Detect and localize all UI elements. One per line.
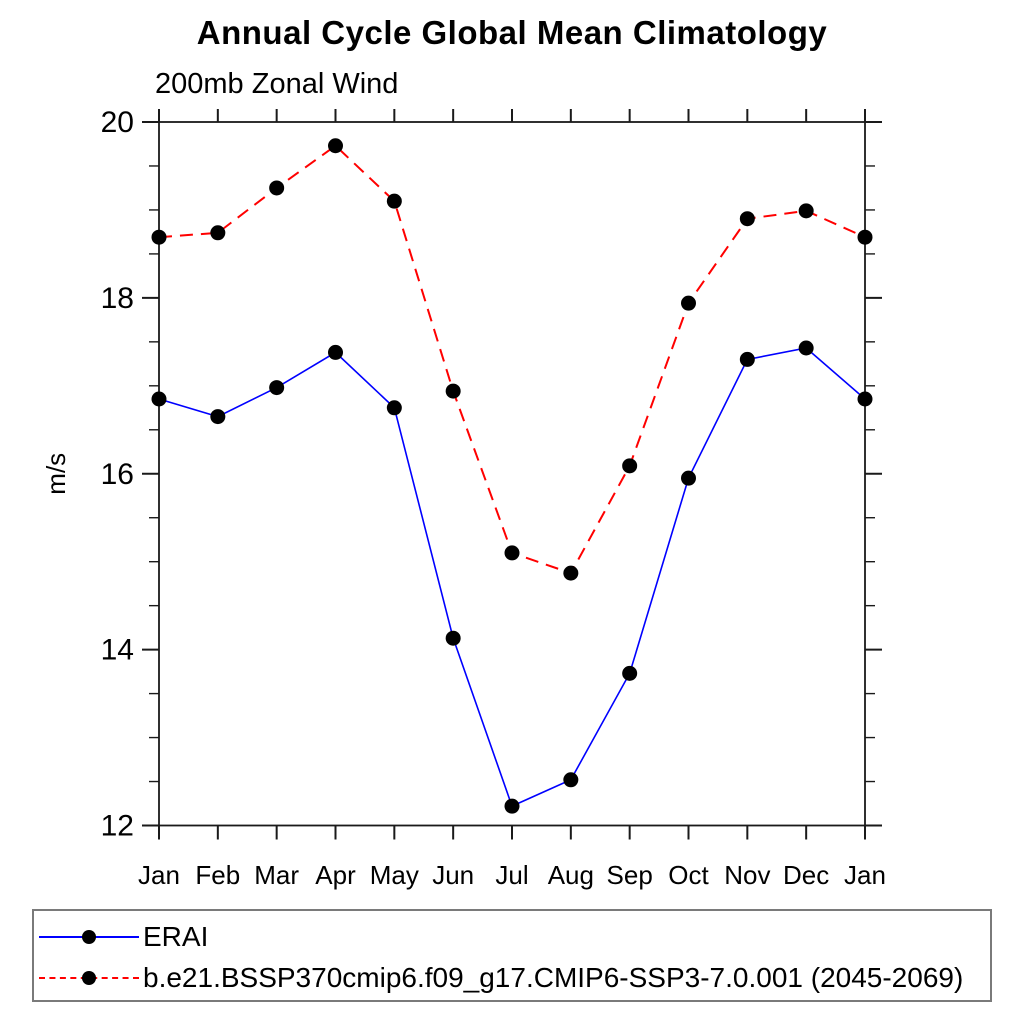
chart-title: Annual Cycle Global Mean Climatology <box>196 14 828 51</box>
series-0-marker <box>445 630 461 646</box>
series-0-marker <box>563 772 579 788</box>
series-0-marker <box>681 470 696 486</box>
legend-label-model: b.e21.BSSP370cmip6.f09_g17.CMIP6-SSP3-7.… <box>143 962 964 993</box>
x-tick-label: Nov <box>724 860 770 890</box>
legend: ERAI b.e21.BSSP370cmip6.f09_g17.CMIP6-SS… <box>32 909 992 1002</box>
series-line-1 <box>158 144 866 575</box>
series-0-marker <box>386 400 402 416</box>
series-1-marker <box>269 180 285 196</box>
series-1-marker <box>386 193 402 209</box>
x-tick-label: Feb <box>195 860 240 890</box>
x-tick-label: Jan <box>844 860 886 890</box>
legend-item-erai: ERAI <box>39 921 209 952</box>
series-1-marker <box>798 203 814 219</box>
x-tick-label: Jul <box>495 860 528 890</box>
chart-subtitle: 200mb Zonal Wind <box>155 68 399 100</box>
x-tick-label: Dec <box>783 860 829 890</box>
series-1-marker <box>504 545 520 561</box>
x-tick-label: Mar <box>254 860 299 890</box>
y-tick-label: 12 <box>101 810 134 843</box>
legend-sample-erai <box>39 929 139 945</box>
series-1-marker <box>857 229 873 245</box>
series-1-marker <box>622 458 638 474</box>
x-tick-label: Sep <box>607 860 653 890</box>
plot-frame <box>158 121 866 827</box>
series-1-marker <box>445 383 461 399</box>
series-0-marker <box>210 409 226 425</box>
series-1-marker <box>681 295 696 311</box>
series-0-marker <box>328 344 343 360</box>
series-1-marker <box>328 138 343 154</box>
x-tick-label: Jun <box>432 860 474 890</box>
series-0-marker <box>269 380 285 396</box>
y-tick-label: 20 <box>101 106 134 139</box>
series-0-marker <box>857 391 873 407</box>
series-0-marker <box>151 391 167 407</box>
x-tick-label: Aug <box>548 860 594 890</box>
series-1-marker <box>210 225 226 241</box>
legend-marker-dot-icon <box>82 930 96 944</box>
series-1-marker <box>563 565 579 581</box>
legend-label-erai: ERAI <box>143 921 209 952</box>
legend-item-model: b.e21.BSSP370cmip6.f09_g17.CMIP6-SSP3-7.… <box>39 962 964 993</box>
series-0-marker <box>798 340 814 356</box>
x-tick-label: Oct <box>668 860 709 890</box>
x-tick-label: Apr <box>315 860 356 890</box>
series-0-marker <box>504 798 520 814</box>
series-line-0 <box>158 347 866 808</box>
x-tick-label: May <box>370 860 419 890</box>
y-axis-label: m/s <box>41 453 71 495</box>
x-tick-label: Jan <box>138 860 180 890</box>
series-1-marker <box>739 211 755 227</box>
y-tick-label: 16 <box>101 458 134 491</box>
series-0-marker <box>622 665 638 681</box>
series-0-marker <box>739 351 755 367</box>
series-1-marker <box>151 229 167 245</box>
y-tick-label: 14 <box>101 634 134 667</box>
y-tick-label: 18 <box>101 282 134 315</box>
legend-marker-dot-icon <box>82 971 96 985</box>
legend-sample-model <box>39 970 139 986</box>
